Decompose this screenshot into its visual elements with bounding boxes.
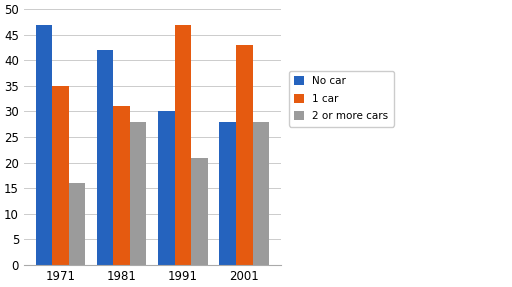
Bar — [113, 106, 130, 265]
Bar — [191, 158, 208, 265]
Bar — [35, 24, 52, 265]
Bar — [97, 50, 113, 265]
Bar — [52, 86, 69, 265]
Bar — [220, 122, 236, 265]
Bar — [130, 122, 146, 265]
Bar — [69, 183, 85, 265]
Legend: No car, 1 car, 2 or more cars: No car, 1 car, 2 or more cars — [288, 71, 394, 127]
Bar — [175, 24, 191, 265]
Bar — [158, 111, 175, 265]
Bar — [252, 122, 269, 265]
Bar — [236, 45, 252, 265]
